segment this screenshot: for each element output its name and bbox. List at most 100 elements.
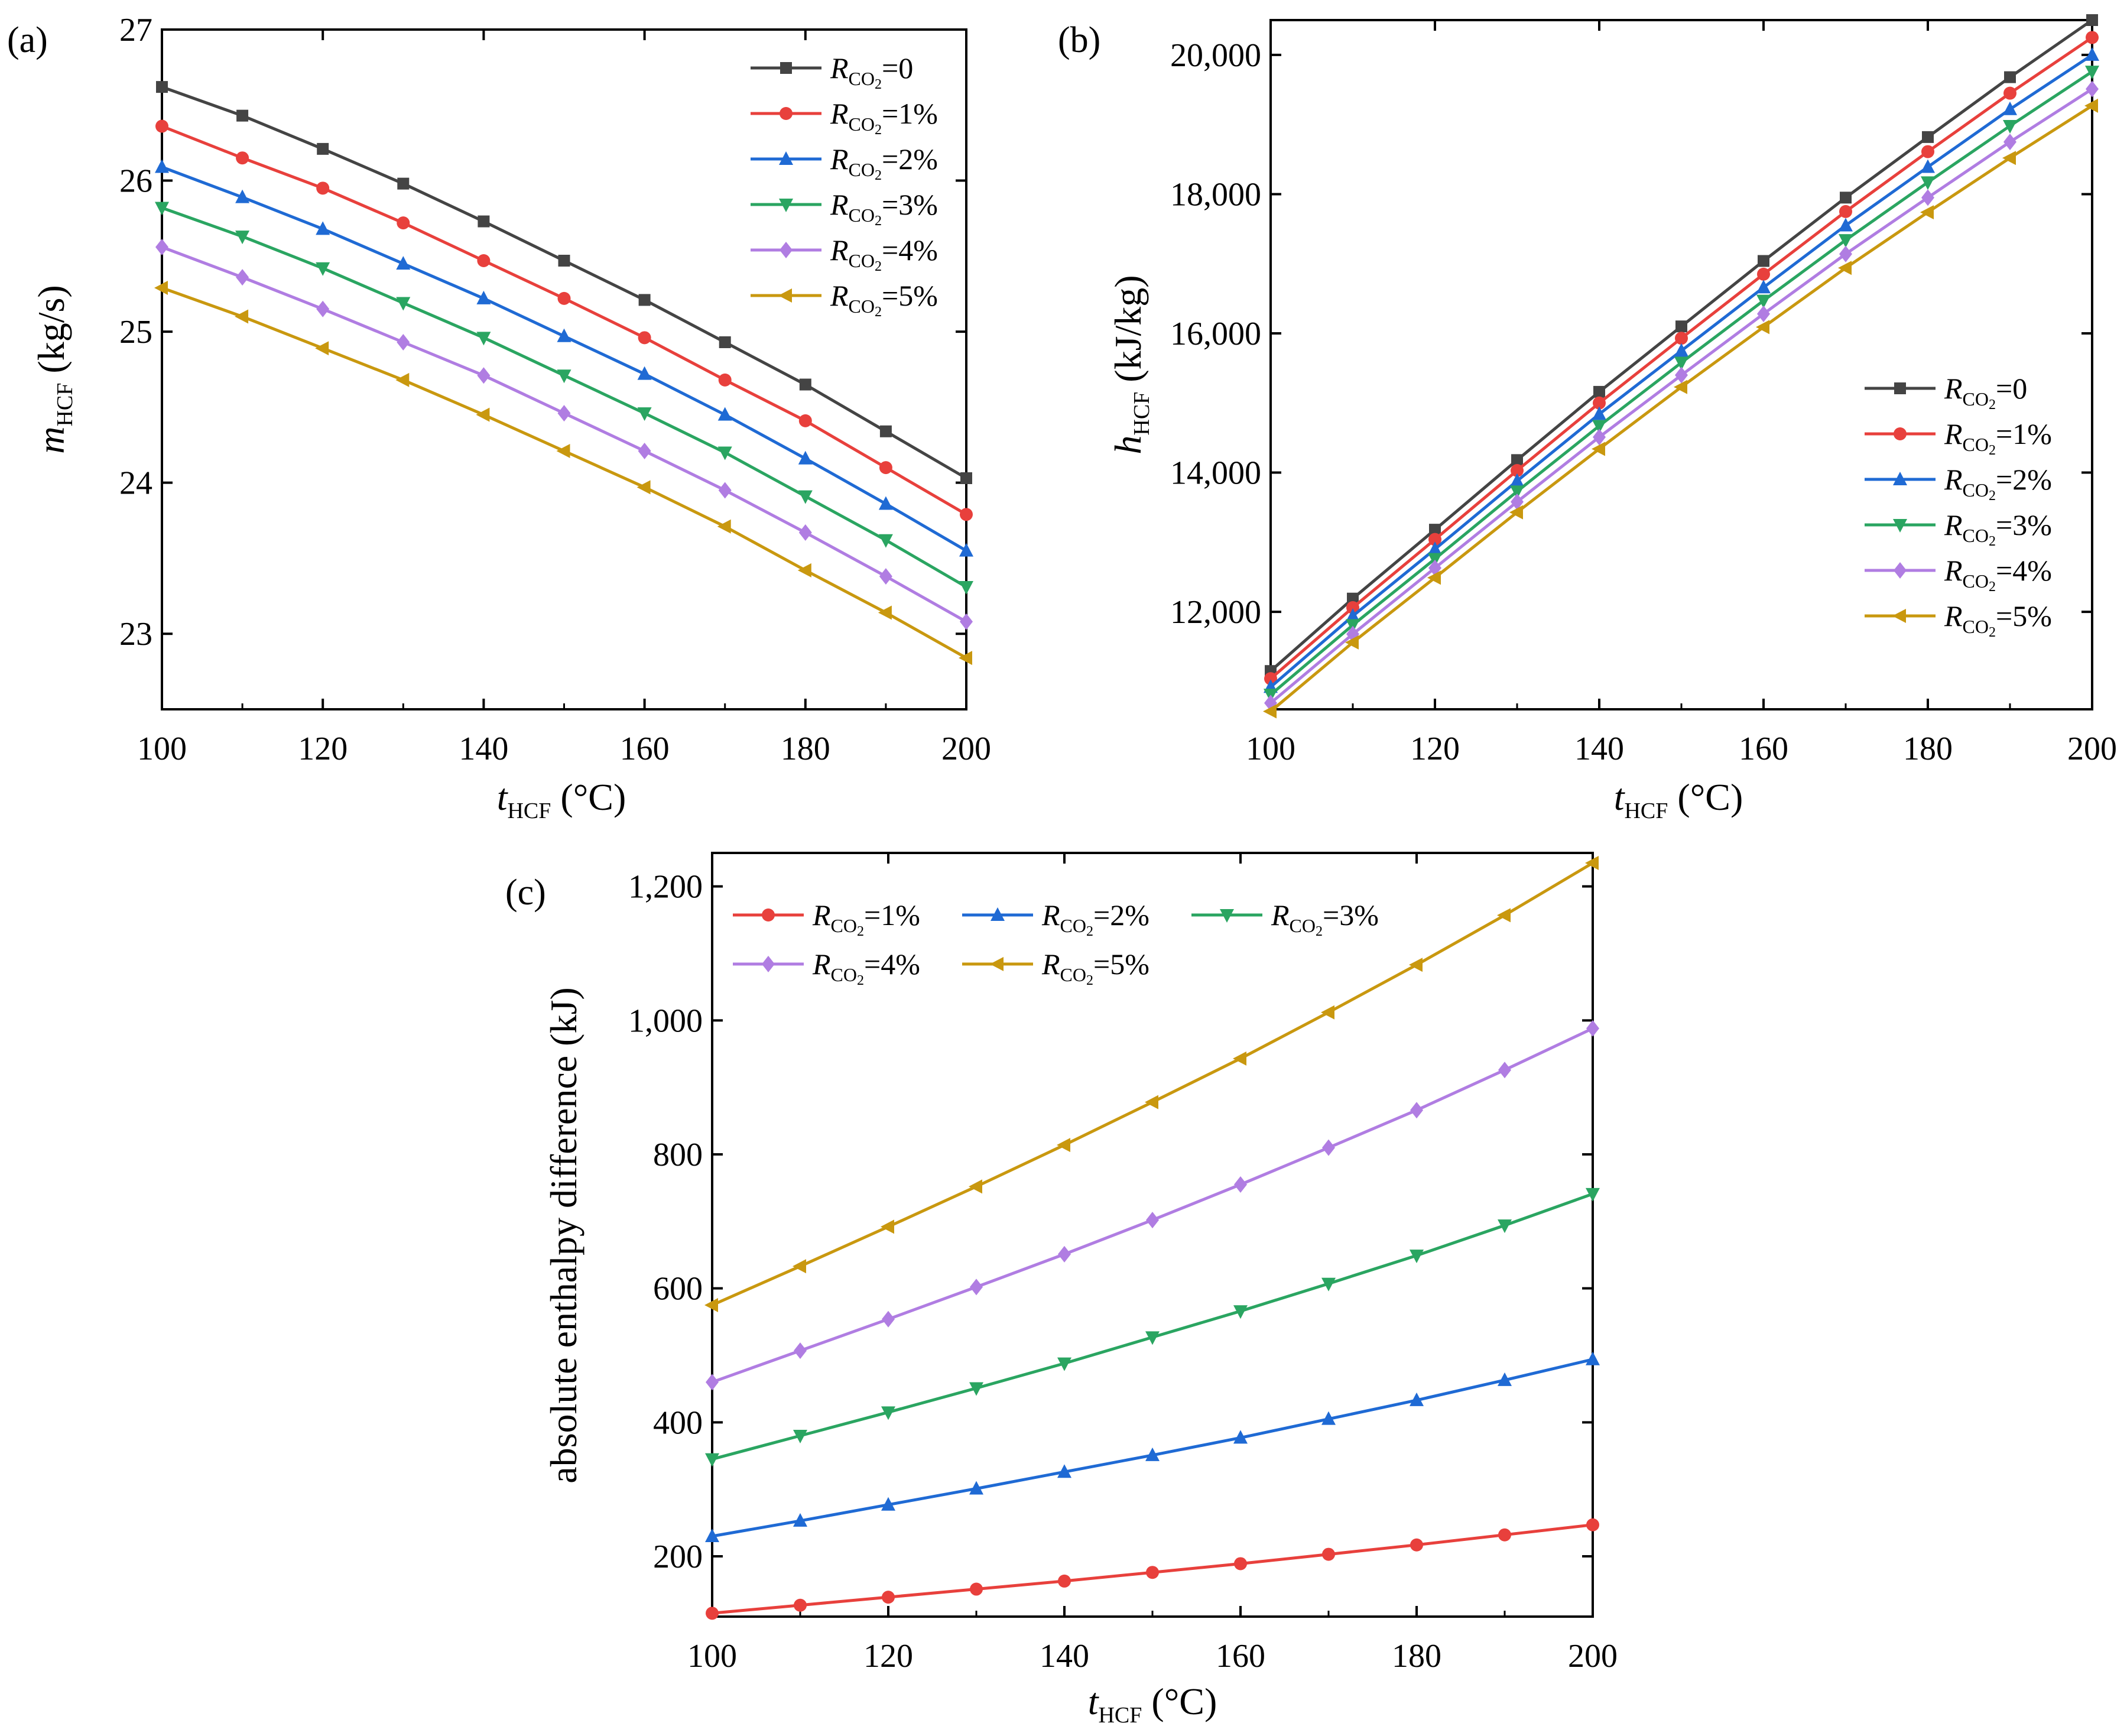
data-point bbox=[558, 255, 570, 267]
data-point bbox=[798, 450, 813, 465]
data-point bbox=[1145, 1095, 1158, 1109]
series-R3 bbox=[1264, 66, 2099, 703]
data-point bbox=[1675, 366, 1688, 384]
legend-item: RCO2=2% bbox=[962, 898, 1149, 939]
data-point bbox=[2003, 101, 2017, 115]
data-point bbox=[1057, 1357, 1071, 1371]
legend-item: RCO2=0 bbox=[1865, 372, 2027, 413]
data-point bbox=[557, 291, 571, 305]
legend-label: RCO2=1% bbox=[830, 97, 938, 138]
data-point bbox=[1757, 267, 1770, 281]
data-point bbox=[1586, 1020, 1599, 1037]
data-point bbox=[879, 568, 892, 585]
legend-marker bbox=[991, 907, 1005, 921]
data-point bbox=[2002, 151, 2016, 166]
data-point bbox=[1427, 570, 1441, 585]
data-point bbox=[794, 1598, 807, 1612]
y-tick-label: 24 bbox=[119, 465, 152, 502]
series-R4 bbox=[155, 239, 973, 630]
data-point bbox=[1593, 396, 1606, 410]
data-point bbox=[718, 373, 732, 387]
legend-marker bbox=[780, 107, 793, 120]
panel-label: (b) bbox=[1058, 20, 1100, 60]
data-point bbox=[1510, 473, 1524, 487]
data-point bbox=[315, 341, 329, 356]
data-point bbox=[236, 269, 249, 286]
data-point bbox=[1321, 1277, 1336, 1292]
data-point bbox=[959, 581, 973, 595]
data-point bbox=[970, 1279, 983, 1296]
y-tick-label: 400 bbox=[653, 1404, 703, 1441]
x-tick-label: 120 bbox=[298, 731, 348, 767]
data-point bbox=[717, 446, 732, 460]
y-tick-label: 26 bbox=[119, 163, 152, 200]
legend-label: RCO2=2% bbox=[1944, 463, 2052, 504]
data-point bbox=[704, 1298, 718, 1312]
legend-label: RCO2=1% bbox=[1944, 417, 2052, 458]
legend-marker bbox=[1220, 909, 1234, 923]
legend-item: RCO2=1% bbox=[733, 898, 920, 939]
data-point bbox=[557, 328, 571, 342]
data-point bbox=[1233, 1430, 1248, 1444]
x-tick-label: 120 bbox=[863, 1638, 913, 1675]
data-point bbox=[797, 563, 811, 577]
series-R4 bbox=[1264, 80, 2099, 712]
panel-a-chart: 100 120 140 160 180 200 23 24 25 26 27 tHCF (°C) mHC… bbox=[7, 12, 991, 823]
data-point bbox=[1586, 1351, 1600, 1365]
data-point bbox=[1410, 1538, 1423, 1552]
series-R5 bbox=[1263, 98, 2098, 719]
series-R4 bbox=[706, 1020, 1599, 1391]
legend: RCO2=1% RCO2=2% RCO2=3% RCO2=4% RCO2=5% bbox=[733, 898, 1379, 988]
data-point bbox=[718, 482, 732, 499]
data-point bbox=[970, 1582, 983, 1596]
data-point bbox=[1509, 505, 1523, 520]
legend-item: RCO2=0 bbox=[751, 51, 913, 92]
x-tick-label: 140 bbox=[1040, 1638, 1089, 1675]
data-point bbox=[156, 81, 168, 93]
data-point bbox=[396, 297, 411, 311]
data-point bbox=[476, 332, 491, 346]
data-point bbox=[1322, 1139, 1335, 1156]
data-point bbox=[1057, 1138, 1070, 1153]
legend-item: RCO2=5% bbox=[1865, 599, 2052, 640]
y-tick-label: 23 bbox=[119, 616, 152, 653]
x-tick-label: 200 bbox=[2067, 731, 2117, 767]
data-point bbox=[794, 1342, 807, 1359]
data-point bbox=[1264, 672, 1277, 686]
data-point bbox=[1674, 379, 1687, 394]
legend-label: RCO2=0 bbox=[1944, 372, 2027, 413]
data-point bbox=[1058, 1574, 1071, 1588]
data-point bbox=[476, 407, 490, 422]
x-tick-label: 100 bbox=[1246, 731, 1295, 767]
data-point bbox=[1146, 1566, 1159, 1579]
data-point bbox=[236, 151, 249, 165]
legend-marker bbox=[779, 199, 793, 212]
y-tick-label: 27 bbox=[119, 12, 152, 48]
data-point bbox=[1234, 1176, 1247, 1193]
data-point bbox=[2085, 47, 2099, 61]
data-point bbox=[878, 605, 892, 620]
data-point bbox=[1510, 485, 1524, 499]
legend-item: RCO2=1% bbox=[1865, 417, 2052, 458]
data-point bbox=[2085, 66, 2099, 80]
data-point bbox=[705, 1529, 719, 1542]
legend: RCO2=0 RCO2=1%RCO2=2% RCO2=3%RCO2=4% RCO2=5… bbox=[751, 51, 938, 320]
legend-marker bbox=[780, 62, 792, 74]
data-point bbox=[397, 216, 410, 230]
data-point bbox=[477, 367, 491, 384]
legend-marker bbox=[780, 242, 793, 258]
data-point bbox=[1263, 704, 1277, 719]
data-point bbox=[793, 1513, 807, 1527]
legend-item: RCO2=2% bbox=[751, 142, 938, 183]
data-point bbox=[155, 119, 168, 133]
data-point bbox=[1756, 280, 1771, 294]
x-tick-label: 160 bbox=[1739, 731, 1788, 767]
data-point bbox=[1921, 176, 1935, 190]
y-tick-label: 16,000 bbox=[1170, 316, 1261, 352]
data-point bbox=[1321, 1005, 1334, 1020]
data-point bbox=[1498, 1372, 1512, 1386]
data-point bbox=[638, 331, 651, 345]
data-point bbox=[1410, 1392, 1424, 1406]
data-point bbox=[1498, 1528, 1511, 1542]
data-point bbox=[799, 378, 811, 391]
